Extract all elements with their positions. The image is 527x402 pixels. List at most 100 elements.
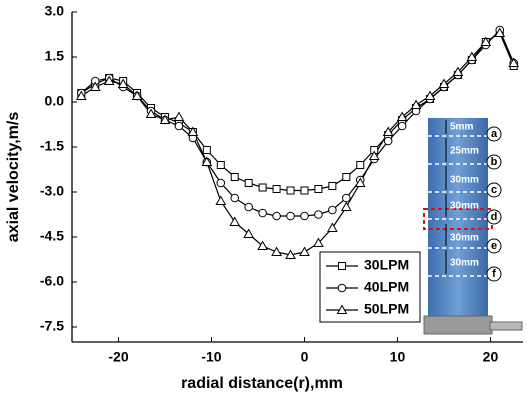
circle-marker	[328, 205, 337, 215]
triangle-marker	[340, 201, 352, 211]
marker-circle	[486, 209, 502, 225]
circle-marker	[397, 121, 407, 131]
circle-marker	[314, 210, 323, 219]
inset-diagram: 5mm a 25mm b 30mm c 30mm d 30mm e 30mm f	[423, 118, 523, 335]
square-marker	[356, 161, 365, 169]
circle-marker	[244, 202, 253, 212]
marker-circle	[486, 266, 502, 282]
triangle-marker	[368, 150, 380, 160]
spacing-label: 5mm	[450, 122, 473, 133]
triangle-marker	[336, 304, 348, 314]
square-marker	[328, 182, 337, 190]
square-marker	[342, 173, 351, 181]
circle-marker	[342, 193, 351, 203]
y-axis-title: axial velocity,m/s	[5, 112, 22, 243]
triangle-marker	[285, 249, 296, 259]
triangle-marker	[173, 111, 185, 121]
x-tick-label: 20	[483, 349, 499, 365]
square-marker	[258, 183, 267, 192]
marker-circle	[486, 154, 502, 170]
circle-marker	[383, 136, 393, 146]
section-marker: f	[492, 268, 496, 280]
square-marker	[338, 262, 346, 270]
section-marker: c	[491, 184, 497, 196]
triangle-marker	[131, 90, 143, 100]
spacing-label: 25mm	[450, 146, 479, 157]
triangle-marker	[229, 216, 241, 226]
square-marker	[244, 179, 253, 187]
y-tick-label: -1.5	[40, 138, 64, 154]
triangle-marker	[299, 246, 310, 256]
x-axis-title: radial distance(r),mm	[181, 375, 343, 392]
spacing-label: 30mm	[450, 258, 479, 269]
triangle-marker	[508, 57, 520, 67]
y-tick-label: 1.5	[45, 48, 65, 64]
triangle-marker	[452, 66, 464, 76]
legend-label: 50LPM	[364, 301, 409, 317]
triangle-marker	[243, 228, 255, 238]
circle-marker	[272, 211, 281, 221]
section-marker: a	[491, 128, 498, 140]
triangle-marker	[159, 114, 171, 124]
triangle-marker	[438, 78, 450, 88]
square-marker	[230, 173, 239, 181]
square-marker	[202, 146, 211, 154]
base-plate	[423, 315, 493, 335]
marker-circle	[486, 126, 502, 142]
legend-label: 30LPM	[364, 257, 409, 273]
square-marker	[216, 161, 225, 169]
spacing-label: 30mm	[450, 233, 479, 244]
spacing-label: 30mm	[450, 175, 479, 186]
triangle-marker	[271, 246, 282, 256]
triangle-marker	[145, 108, 157, 118]
x-tick-label: -20	[108, 349, 128, 365]
circle-marker	[300, 211, 309, 221]
y-tick-label: -4.5	[40, 228, 64, 244]
triangle-marker	[466, 51, 478, 61]
section-marker: d	[491, 211, 498, 223]
spacing-label: 30mm	[450, 201, 479, 212]
y-tick-label: -7.5	[40, 318, 64, 334]
triangle-marker	[89, 81, 101, 91]
triangle-marker	[396, 111, 408, 121]
marker-circle	[486, 182, 502, 198]
legend-label: 40LPM	[364, 279, 409, 295]
circle-marker	[258, 208, 267, 218]
triangle-marker	[327, 222, 338, 232]
circle-marker	[286, 211, 295, 221]
section-marker: b	[491, 156, 498, 168]
square-marker	[300, 186, 309, 195]
triangle-marker	[410, 99, 422, 109]
triangle-marker	[257, 240, 268, 250]
square-marker	[314, 185, 323, 193]
triangle-marker	[103, 75, 115, 85]
column	[428, 118, 488, 318]
y-tick-label: 0.0	[45, 93, 65, 109]
y-tick-label: 3.0	[45, 3, 65, 19]
section-marker: e	[491, 240, 497, 252]
inlet-tube	[489, 321, 523, 331]
triangle-marker	[187, 126, 199, 136]
square-marker	[286, 186, 295, 195]
circle-marker	[337, 283, 347, 293]
triangle-marker	[494, 27, 506, 37]
circle-marker	[216, 178, 226, 188]
triangle-marker	[313, 237, 324, 247]
circle-marker	[174, 121, 184, 131]
x-tick-label: -10	[201, 349, 221, 365]
y-tick-label: -6.0	[40, 273, 64, 289]
triangle-marker	[117, 78, 129, 88]
triangle-marker	[201, 156, 213, 166]
triangle-marker	[382, 126, 394, 136]
triangle-marker	[424, 90, 436, 100]
marker-circle	[486, 238, 502, 254]
triangle-marker	[354, 177, 366, 187]
triangle-marker	[215, 195, 227, 205]
square-marker	[272, 185, 281, 193]
triangle-marker	[75, 90, 87, 100]
x-tick-label: 0	[301, 349, 309, 365]
circle-marker	[230, 193, 240, 203]
y-tick-label: -3.0	[40, 183, 64, 199]
triangle-marker	[480, 36, 492, 46]
